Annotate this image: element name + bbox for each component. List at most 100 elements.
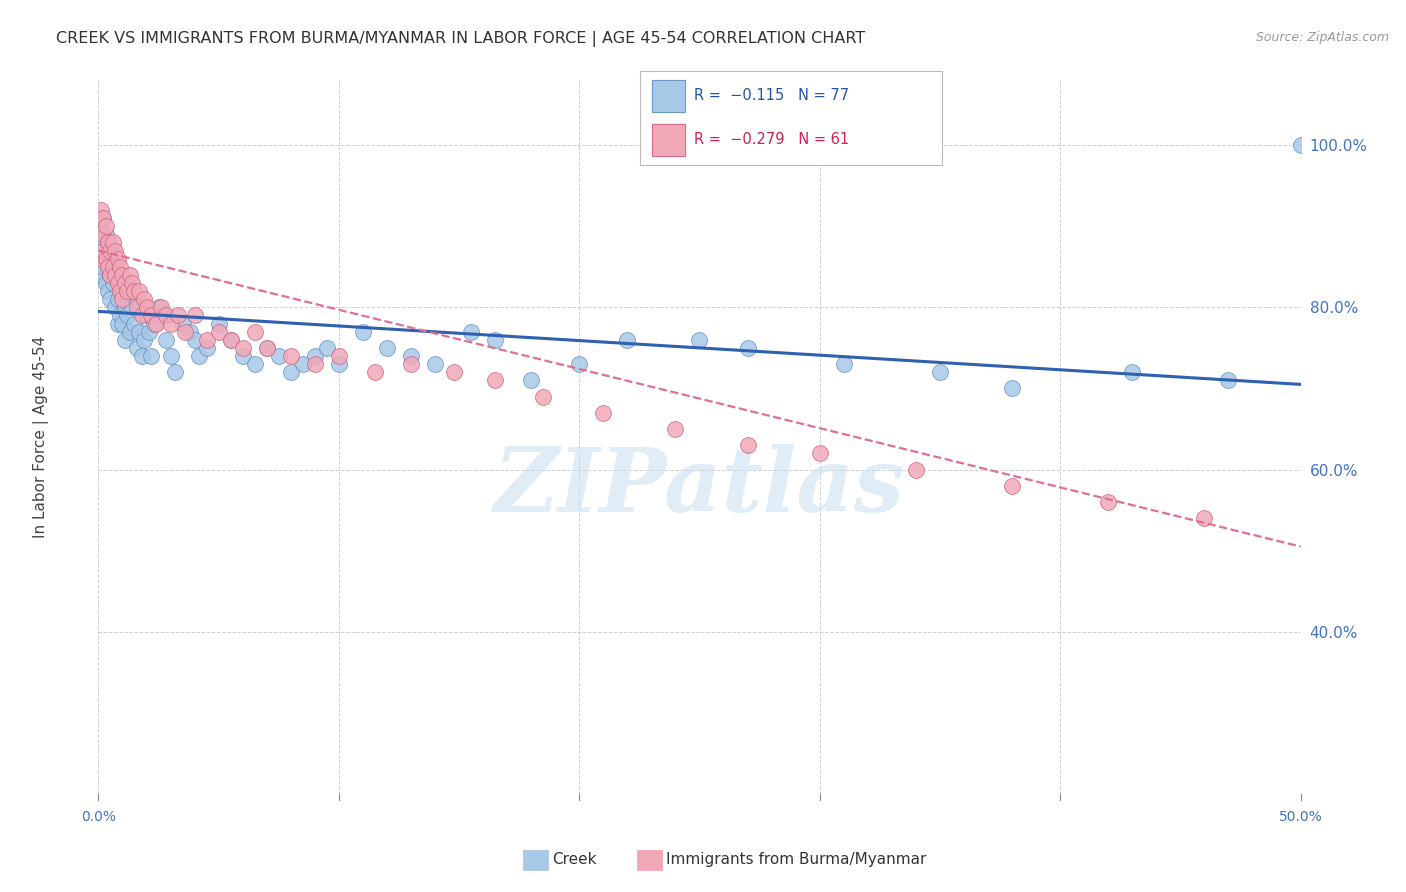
Point [399,349,422,363]
Point [124,317,146,331]
Point [142,317,165,331]
Point [174,325,197,339]
Point [183,333,205,347]
Point [108,309,131,323]
Point [90,202,112,217]
Point [1001,381,1024,395]
Point [664,422,686,436]
Point [124,284,146,298]
Point [1289,138,1312,153]
Point [107,276,129,290]
Point [117,309,139,323]
Point [117,284,139,298]
Text: 0.0%: 0.0% [82,810,115,823]
Point [90,244,112,258]
Point [118,268,141,282]
Point [165,365,187,379]
Point [90,268,112,282]
Text: R =  −0.279   N = 61: R = −0.279 N = 61 [695,132,849,147]
Point [141,349,163,363]
Point [131,349,153,363]
Point [1121,365,1143,379]
Point [152,309,174,323]
Point [737,341,759,355]
Point [243,357,266,371]
Text: Source: ZipAtlas.com: Source: ZipAtlas.com [1256,31,1389,45]
Point [280,349,302,363]
Point [111,284,134,298]
Point [128,325,150,339]
Point [155,309,177,323]
Point [219,333,242,347]
Point [135,309,157,323]
Point [328,357,350,371]
Point [208,325,231,339]
Point [423,357,446,371]
Point [128,284,150,298]
Point [125,301,148,315]
Point [114,276,136,290]
Point [304,349,326,363]
Point [107,292,129,306]
Point [91,211,114,226]
Point [132,292,155,306]
Point [121,276,143,290]
Point [97,260,120,274]
Point [97,235,120,250]
Point [108,276,131,290]
Point [97,235,120,250]
Text: R =  −0.115   N = 77: R = −0.115 N = 77 [695,87,849,103]
Point [208,317,231,331]
Point [195,341,218,355]
Point [107,268,129,282]
Point [125,341,148,355]
Point [808,446,831,460]
Point [118,325,141,339]
Point [315,341,337,355]
Point [104,268,127,282]
Point [928,365,950,379]
Point [352,325,374,339]
Point [145,317,167,331]
Point [484,333,506,347]
Point [531,390,554,404]
Text: CREEK VS IMMIGRANTS FROM BURMA/MYANMAR IN LABOR FORCE | AGE 45-54 CORRELATION CH: CREEK VS IMMIGRANTS FROM BURMA/MYANMAR I… [56,31,866,47]
Point [90,227,112,242]
Point [111,268,134,282]
Point [101,244,124,258]
Point [104,260,127,274]
Point [592,406,614,420]
Point [104,244,127,258]
Point [183,309,205,323]
Point [111,317,134,331]
Point [104,301,127,315]
Text: In Labor Force | Age 45-54: In Labor Force | Age 45-54 [32,336,49,538]
Point [135,301,157,315]
Point [1001,479,1024,493]
Point [108,260,131,274]
Point [155,333,177,347]
Point [97,260,120,274]
Point [364,365,387,379]
Point [267,349,290,363]
Point [1097,495,1119,509]
Point [256,341,278,355]
Point [91,244,114,258]
Bar [652,79,685,112]
Point [141,309,163,323]
Bar [652,79,685,112]
Point [94,219,117,234]
Point [172,317,194,331]
Point [94,252,117,266]
Point [114,333,136,347]
Point [219,333,242,347]
Point [399,357,422,371]
Point [520,373,543,387]
Point [832,357,855,371]
Point [90,252,112,266]
Point [91,235,114,250]
Point [97,284,120,298]
Point [484,373,506,387]
Point [280,365,302,379]
Point [114,301,136,315]
